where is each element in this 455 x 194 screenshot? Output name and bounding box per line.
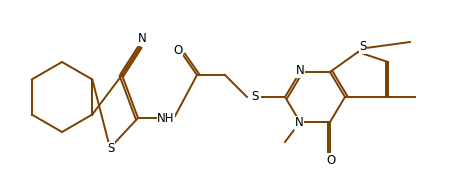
Text: N: N: [137, 33, 147, 46]
Text: NH: NH: [157, 112, 175, 125]
Text: S: S: [359, 41, 367, 54]
Text: S: S: [251, 90, 259, 104]
Text: O: O: [173, 43, 182, 56]
Text: S: S: [107, 143, 115, 156]
Text: O: O: [326, 153, 336, 166]
Text: N: N: [296, 64, 304, 77]
Text: N: N: [295, 117, 303, 130]
